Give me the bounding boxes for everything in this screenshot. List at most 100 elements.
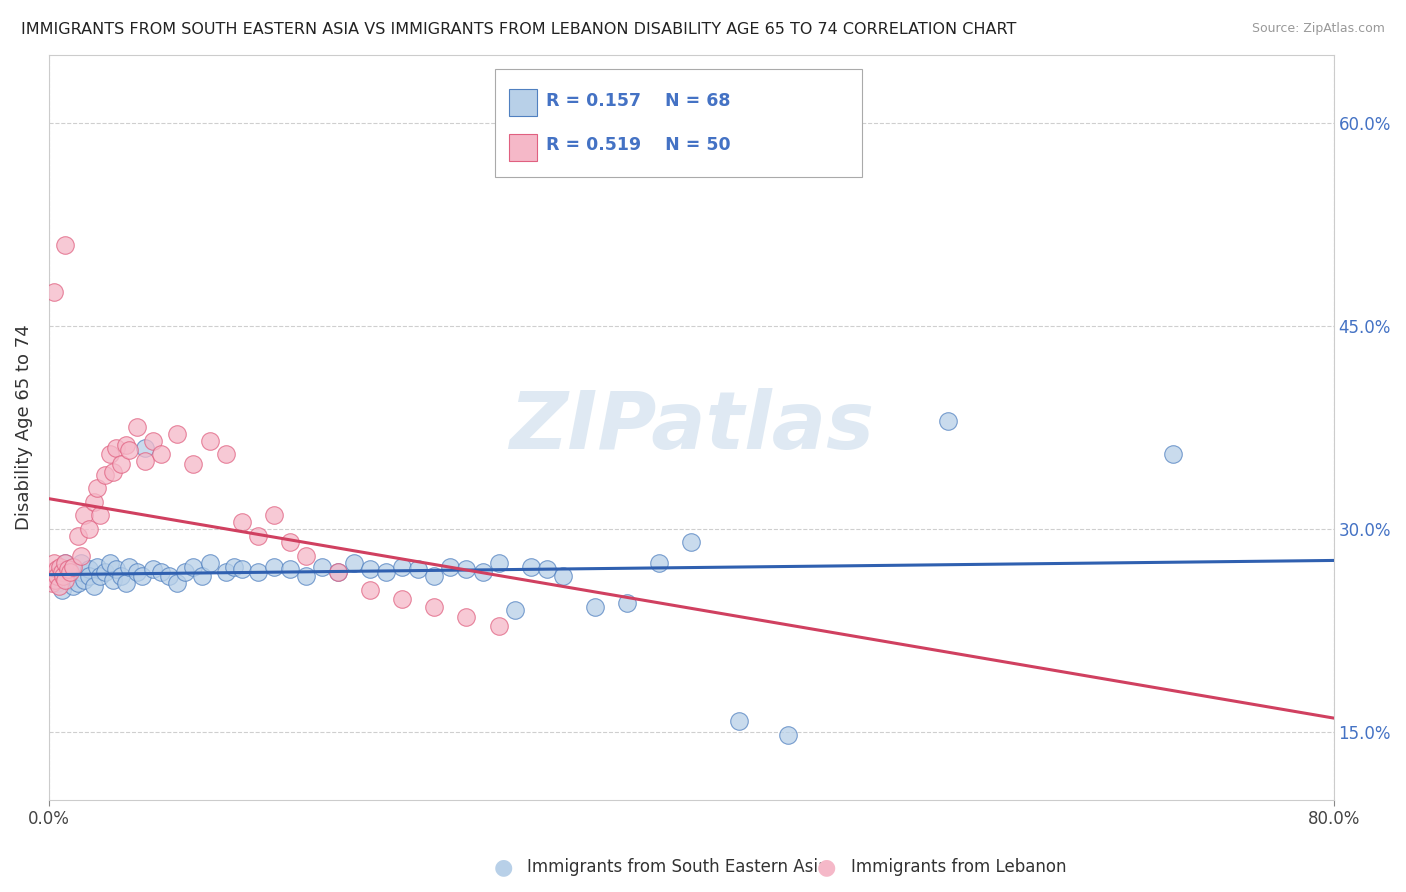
Point bbox=[70, 565, 93, 579]
Point bbox=[583, 600, 606, 615]
Point bbox=[408, 562, 430, 576]
Point bbox=[648, 556, 671, 570]
Point bbox=[326, 565, 349, 579]
Point bbox=[311, 559, 333, 574]
Point bbox=[89, 508, 111, 523]
Point bbox=[70, 549, 93, 563]
Point bbox=[198, 434, 221, 448]
Point bbox=[89, 569, 111, 583]
Point bbox=[503, 603, 526, 617]
Point bbox=[44, 574, 66, 588]
Point bbox=[278, 562, 301, 576]
Point bbox=[174, 565, 197, 579]
Point bbox=[183, 559, 205, 574]
Point bbox=[49, 562, 72, 576]
Point bbox=[166, 427, 188, 442]
Point bbox=[66, 576, 89, 591]
Point bbox=[359, 562, 381, 576]
Point bbox=[183, 457, 205, 471]
Point bbox=[551, 569, 574, 583]
Point bbox=[77, 562, 100, 576]
Point bbox=[231, 515, 253, 529]
Point bbox=[142, 434, 165, 448]
Point bbox=[190, 569, 212, 583]
Text: Source: ZipAtlas.com: Source: ZipAtlas.com bbox=[1251, 22, 1385, 36]
Point bbox=[83, 579, 105, 593]
Point bbox=[214, 565, 236, 579]
Point bbox=[536, 562, 558, 576]
Point bbox=[198, 556, 221, 570]
Text: Immigrants from South Eastern Asia: Immigrants from South Eastern Asia bbox=[527, 858, 828, 876]
Point bbox=[58, 562, 80, 576]
Point bbox=[49, 559, 72, 574]
Point bbox=[1161, 447, 1184, 461]
Point bbox=[375, 565, 398, 579]
Text: Immigrants from Lebanon: Immigrants from Lebanon bbox=[851, 858, 1066, 876]
Point bbox=[131, 569, 153, 583]
Point bbox=[77, 569, 100, 583]
Point bbox=[110, 457, 132, 471]
Point bbox=[127, 420, 149, 434]
Point bbox=[423, 569, 446, 583]
Point bbox=[728, 714, 751, 728]
Point bbox=[86, 559, 108, 574]
Point bbox=[62, 559, 84, 574]
Point bbox=[86, 481, 108, 495]
Point bbox=[157, 569, 180, 583]
Point bbox=[246, 528, 269, 542]
Point bbox=[39, 565, 62, 579]
Point bbox=[105, 441, 128, 455]
Point bbox=[222, 559, 245, 574]
Point bbox=[115, 576, 138, 591]
Point bbox=[73, 508, 96, 523]
Point bbox=[41, 576, 63, 591]
Point bbox=[62, 579, 84, 593]
Point bbox=[456, 609, 478, 624]
Point bbox=[48, 579, 70, 593]
Point bbox=[46, 569, 69, 583]
Point bbox=[231, 562, 253, 576]
Point bbox=[471, 565, 494, 579]
Point bbox=[110, 569, 132, 583]
Point bbox=[278, 535, 301, 549]
Point bbox=[42, 556, 65, 570]
Point bbox=[42, 285, 65, 299]
Point bbox=[295, 549, 318, 563]
Point bbox=[246, 565, 269, 579]
Point bbox=[103, 574, 125, 588]
Point bbox=[391, 592, 413, 607]
Point bbox=[105, 562, 128, 576]
Point bbox=[214, 447, 236, 461]
Point bbox=[456, 562, 478, 576]
Point bbox=[42, 569, 65, 583]
Point bbox=[51, 582, 73, 597]
Text: ZIPatlas: ZIPatlas bbox=[509, 388, 873, 467]
Point bbox=[423, 600, 446, 615]
Point bbox=[391, 559, 413, 574]
Point bbox=[94, 467, 117, 482]
Point bbox=[776, 727, 799, 741]
Point bbox=[166, 576, 188, 591]
Point bbox=[103, 465, 125, 479]
Point bbox=[98, 556, 121, 570]
Point bbox=[488, 619, 510, 633]
Point bbox=[439, 559, 461, 574]
Point bbox=[70, 556, 93, 570]
Point bbox=[118, 559, 141, 574]
Y-axis label: Disability Age 65 to 74: Disability Age 65 to 74 bbox=[15, 325, 32, 530]
Point bbox=[681, 535, 703, 549]
Point bbox=[94, 565, 117, 579]
Point bbox=[59, 565, 82, 579]
Point bbox=[936, 413, 959, 427]
Point bbox=[263, 508, 285, 523]
Point bbox=[77, 522, 100, 536]
Point bbox=[53, 574, 76, 588]
Text: IMMIGRANTS FROM SOUTH EASTERN ASIA VS IMMIGRANTS FROM LEBANON DISABILITY AGE 65 : IMMIGRANTS FROM SOUTH EASTERN ASIA VS IM… bbox=[21, 22, 1017, 37]
Point bbox=[53, 565, 76, 579]
Point bbox=[263, 559, 285, 574]
Text: ●: ● bbox=[494, 857, 513, 877]
Point bbox=[51, 565, 73, 579]
Point bbox=[46, 576, 69, 591]
Text: R = 0.157    N = 68: R = 0.157 N = 68 bbox=[546, 92, 730, 110]
Point bbox=[46, 562, 69, 576]
